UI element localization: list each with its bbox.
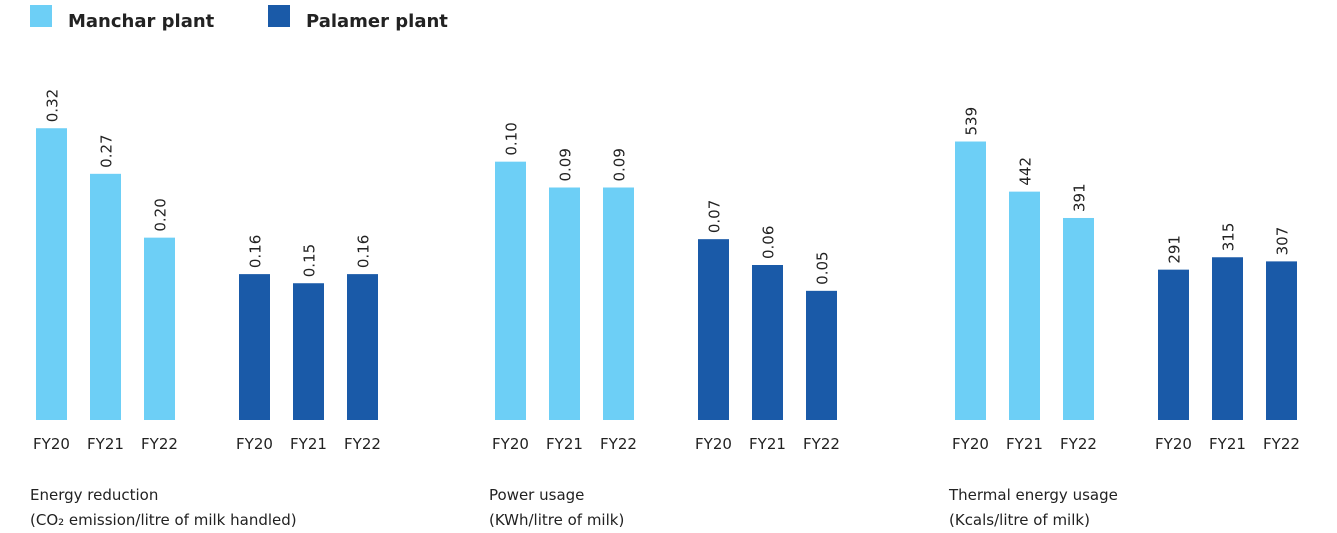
value-label: 0.06 <box>760 226 778 259</box>
bar <box>1266 261 1297 420</box>
bar <box>1009 191 1040 420</box>
bar <box>603 187 634 420</box>
legend-text: Palamer plant <box>306 11 448 32</box>
x-tick-label: FY20 <box>1155 435 1192 453</box>
bar <box>1158 269 1189 420</box>
bar <box>1063 217 1094 420</box>
panel-title: Power usage <box>489 486 584 504</box>
value-label: 0.07 <box>706 200 724 233</box>
bar <box>90 173 121 420</box>
value-label: 0.10 <box>503 122 521 155</box>
x-tick-label: FY21 <box>1006 435 1043 453</box>
legend-text: Manchar plant <box>68 11 215 32</box>
panel-subtitle: (Kcals/litre of milk) <box>949 511 1090 529</box>
value-label: 0.20 <box>152 198 170 231</box>
value-label: 0.09 <box>611 148 629 181</box>
value-label: 0.09 <box>557 148 575 181</box>
x-tick-label: FY21 <box>290 435 327 453</box>
x-tick-label: FY21 <box>546 435 583 453</box>
x-tick-label: FY20 <box>33 435 70 453</box>
x-tick-label: FY20 <box>695 435 732 453</box>
x-tick-label: FY22 <box>141 435 178 453</box>
x-tick-label: FY20 <box>236 435 273 453</box>
value-label: 539 <box>963 107 981 136</box>
bar <box>239 274 270 420</box>
bar <box>549 187 580 420</box>
bar <box>495 161 526 420</box>
x-tick-label: FY22 <box>1263 435 1300 453</box>
x-tick-label: FY21 <box>749 435 786 453</box>
bar <box>698 239 729 420</box>
panel-subtitle: (CO₂ emission/litre of milk handled) <box>30 511 297 529</box>
bar <box>955 141 986 420</box>
x-tick-label: FY21 <box>1209 435 1246 453</box>
bar <box>1212 257 1243 420</box>
value-label: 391 <box>1071 183 1089 212</box>
bar <box>806 290 837 420</box>
x-tick-label: FY20 <box>492 435 529 453</box>
value-label: 0.15 <box>301 244 319 277</box>
value-label: 0.32 <box>44 89 62 122</box>
x-tick-label: FY22 <box>803 435 840 453</box>
bar <box>293 283 324 420</box>
x-tick-label: FY20 <box>952 435 989 453</box>
panel-title: Energy reduction <box>30 486 158 504</box>
bar <box>144 237 175 420</box>
x-tick-label: FY22 <box>600 435 637 453</box>
bar <box>347 274 378 420</box>
x-tick-label: FY22 <box>344 435 381 453</box>
value-label: 0.16 <box>247 235 265 268</box>
value-label: 315 <box>1220 223 1238 252</box>
x-tick-label: FY22 <box>1060 435 1097 453</box>
bar <box>752 265 783 420</box>
bar <box>36 128 67 420</box>
value-label: 291 <box>1166 235 1184 264</box>
panel-subtitle: (KWh/litre of milk) <box>489 511 624 529</box>
value-label: 0.16 <box>355 235 373 268</box>
value-label: 307 <box>1274 227 1292 256</box>
x-tick-label: FY21 <box>87 435 124 453</box>
value-label: 442 <box>1017 157 1035 186</box>
value-label: 0.05 <box>814 251 832 284</box>
panel-title: Thermal energy usage <box>948 486 1118 504</box>
legend-swatch <box>30 5 52 27</box>
value-label: 0.27 <box>98 134 116 167</box>
legend-swatch <box>268 5 290 27</box>
